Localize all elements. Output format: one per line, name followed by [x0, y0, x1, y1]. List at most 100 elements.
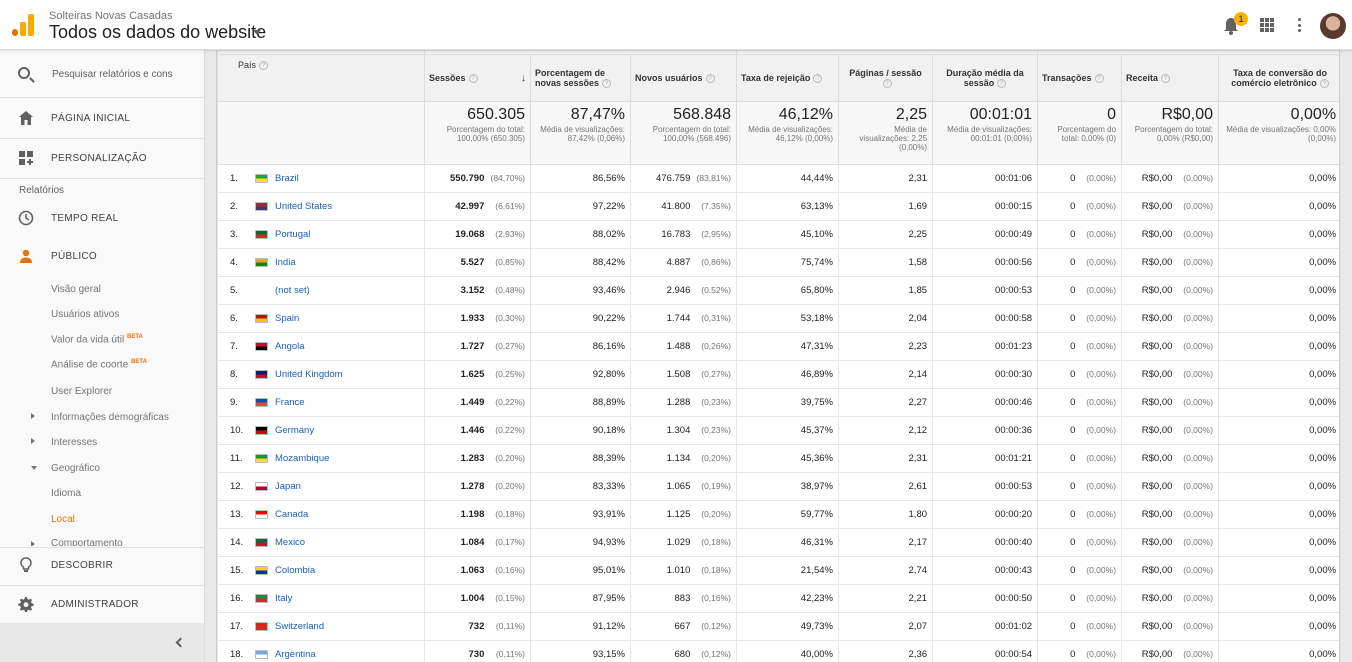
sidebar-subitem-behavior[interactable]: Comportamento — [51, 538, 123, 546]
help-icon[interactable]: ? — [602, 79, 612, 89]
more-vert-icon[interactable] — [1297, 18, 1301, 32]
sidebar-subitem-cohort[interactable]: Análise de coorte BETA — [51, 359, 147, 370]
expand-arrow-icon[interactable] — [31, 438, 35, 444]
country-link[interactable]: Switzerland — [275, 621, 325, 632]
sidebar-subitem-interests[interactable]: Interesses — [51, 437, 98, 448]
column-header-revenue[interactable]: Receita? — [1121, 54, 1220, 102]
help-icon[interactable]: ? — [813, 74, 823, 84]
sidebar-subitem-geo[interactable]: Geográfico — [51, 463, 100, 474]
help-icon[interactable]: ? — [1094, 74, 1104, 84]
sidebar-subitem-lifetime-value[interactable]: Valor da vida útil BETA — [51, 334, 143, 345]
table-row[interactable]: 18. Argentina 730 (0,11%) 93,15% 680 (0,1… — [217, 640, 1339, 662]
table-row[interactable]: 13. Canada 1.198 (0,18%) 93,91% 1.125 (0,… — [217, 500, 1339, 529]
column-header-pages-per-session[interactable]: Páginas / sessão? — [838, 54, 934, 102]
country-cell[interactable]: 2. United States — [217, 192, 425, 221]
apps-grid-icon[interactable] — [1260, 18, 1274, 32]
help-icon[interactable]: ? — [705, 74, 715, 84]
country-cell[interactable]: 14. Mexico — [217, 528, 425, 557]
country-cell[interactable]: 18. Argentina — [217, 640, 425, 662]
country-link[interactable]: Brazil — [275, 173, 299, 184]
sidebar-item-customization[interactable]: PERSONALIZAÇÃO — [0, 139, 204, 177]
expand-arrow-icon[interactable] — [31, 413, 35, 419]
column-header-new-users[interactable]: Novos usuários? — [629, 54, 738, 102]
country-link[interactable]: (not set) — [275, 285, 310, 296]
country-link[interactable]: Angola — [275, 341, 305, 352]
table-row[interactable]: 14. Mexico 1.084 (0,17%) 94,93% 1.029 (0,… — [217, 528, 1339, 557]
table-row[interactable]: 16. Italy 1.004 (0,15%) 87,95% 883 (0,16%… — [217, 584, 1339, 613]
country-link[interactable]: Spain — [275, 313, 300, 324]
country-link[interactable]: Japan — [275, 481, 301, 492]
table-row[interactable]: 11. Mozambique 1.283 (0,20%) 88,39% 1.134… — [217, 444, 1339, 473]
country-cell[interactable]: 3. Portugal — [217, 220, 425, 249]
column-header-conversion-rate[interactable]: Taxa de conversão do comércio eletrônico… — [1218, 54, 1339, 102]
sidebar-item-home[interactable]: PÁGINA INICIAL — [0, 99, 204, 137]
column-header-country[interactable]: País? — [217, 54, 425, 102]
table-row[interactable]: 3. Portugal 19.068 (2,93%) 88,02% 16.783 … — [217, 220, 1339, 249]
chevron-down-icon[interactable] — [253, 30, 261, 35]
country-cell[interactable]: 4. India — [217, 248, 425, 277]
table-row[interactable]: 17. Switzerland 732 (0,11%) 91,12% 667 (0… — [217, 612, 1339, 641]
view-selector[interactable]: Todos os dados do website — [49, 22, 267, 42]
country-cell[interactable]: 12. Japan — [217, 472, 425, 501]
sidebar-subitem-overview[interactable]: Visão geral — [51, 284, 101, 295]
table-row[interactable]: 7. Angola 1.727 (0,27%) 86,16% 1.488 (0,2… — [217, 332, 1339, 361]
country-link[interactable]: United States — [275, 201, 333, 212]
country-link[interactable]: Mexico — [275, 537, 306, 548]
column-header-bounce-rate[interactable]: Taxa de rejeição? — [736, 54, 840, 102]
sidebar-item-audience[interactable]: PÚBLICO — [0, 237, 204, 275]
country-link[interactable]: India — [275, 257, 296, 268]
collapse-sidebar-button[interactable] — [0, 623, 204, 662]
column-header-avg-duration[interactable]: Duração média da sessão? — [932, 54, 1039, 102]
country-link[interactable]: Argentina — [275, 649, 316, 660]
expand-arrow-icon[interactable] — [31, 541, 35, 546]
sidebar-item-realtime[interactable]: TEMPO REAL — [0, 199, 204, 237]
table-row[interactable]: 4. India 5.527 (0,85%) 88,42% 4.887 (0,86… — [217, 248, 1339, 277]
table-row[interactable]: 2. United States 42.997 (6,61%) 97,22% 41… — [217, 192, 1339, 221]
column-header-pct-new-sessions[interactable]: Porcentagem de novas sessões? — [530, 54, 631, 102]
country-cell[interactable]: 10. Germany — [217, 416, 425, 445]
table-row[interactable]: 8. United Kingdom 1.625 (0,25%) 92,80% 1.… — [217, 360, 1339, 389]
account-name[interactable]: Solteiras Novas Casadas — [49, 10, 173, 22]
help-icon[interactable]: ? — [468, 73, 478, 83]
column-header-sessions[interactable]: Sessões? ↓ — [424, 54, 531, 102]
sidebar-subitem-language[interactable]: Idioma — [51, 488, 82, 499]
country-cell[interactable]: 8. United Kingdom — [217, 360, 425, 389]
avatar[interactable] — [1320, 13, 1346, 39]
table-row[interactable]: 9. France 1.449 (0,22%) 88,89% 1.288 (0,2… — [217, 388, 1339, 417]
country-link[interactable]: Germany — [275, 425, 315, 436]
help-icon[interactable]: ? — [1319, 79, 1329, 89]
table-row[interactable]: 15. Colombia 1.063 (0,16%) 95,01% 1.010 (… — [217, 556, 1339, 585]
country-cell[interactable]: 1. Brazil — [217, 164, 425, 193]
country-link[interactable]: Italy — [275, 593, 293, 604]
help-icon[interactable]: ? — [882, 79, 892, 89]
country-cell[interactable]: 5. (not set) — [217, 276, 425, 305]
sort-down-icon[interactable]: ↓ — [521, 72, 526, 84]
country-link[interactable]: Colombia — [275, 565, 316, 576]
country-cell[interactable]: 15. Colombia — [217, 556, 425, 585]
country-cell[interactable]: 16. Italy — [217, 584, 425, 613]
sidebar-subitem-demographics[interactable]: Informações demográficas — [51, 412, 169, 423]
table-row[interactable]: 5. (not set) 3.152 (0,48%) 93,46% 2.946 (… — [217, 276, 1339, 305]
help-icon[interactable]: ? — [997, 79, 1007, 89]
column-header-transactions[interactable]: Transações? — [1037, 54, 1123, 102]
country-link[interactable]: Portugal — [275, 229, 311, 240]
sidebar-item-discover[interactable]: DESCOBRIR — [0, 546, 204, 584]
country-cell[interactable]: 11. Mozambique — [217, 444, 425, 473]
analytics-logo-icon[interactable] — [12, 14, 34, 36]
country-link[interactable]: Canada — [275, 509, 309, 520]
sidebar-subitem-active-users[interactable]: Usuários ativos — [51, 309, 120, 320]
sidebar-item-admin[interactable]: ADMINISTRADOR — [0, 585, 204, 623]
country-link[interactable]: France — [275, 397, 305, 408]
country-cell[interactable]: 9. France — [217, 388, 425, 417]
country-cell[interactable]: 6. Spain — [217, 304, 425, 333]
table-row[interactable]: 12. Japan 1.278 (0,20%) 83,33% 1.065 (0,1… — [217, 472, 1339, 501]
sidebar-subitem-user-explorer[interactable]: User Explorer — [51, 386, 113, 397]
collapse-arrow-icon[interactable] — [31, 466, 37, 470]
help-icon[interactable]: ? — [1161, 74, 1171, 84]
table-row[interactable]: 1. Brazil 550.790 (84,70%) 86,56% 476.759… — [217, 164, 1339, 193]
table-row[interactable]: 10. Germany 1.446 (0,22%) 90,18% 1.304 (0… — [217, 416, 1339, 445]
country-cell[interactable]: 13. Canada — [217, 500, 425, 529]
table-row[interactable]: 6. Spain 1.933 (0,30%) 90,22% 1.744 (0,31… — [217, 304, 1339, 333]
sidebar-subitem-location[interactable]: Local — [51, 514, 75, 525]
country-link[interactable]: Mozambique — [275, 453, 330, 464]
